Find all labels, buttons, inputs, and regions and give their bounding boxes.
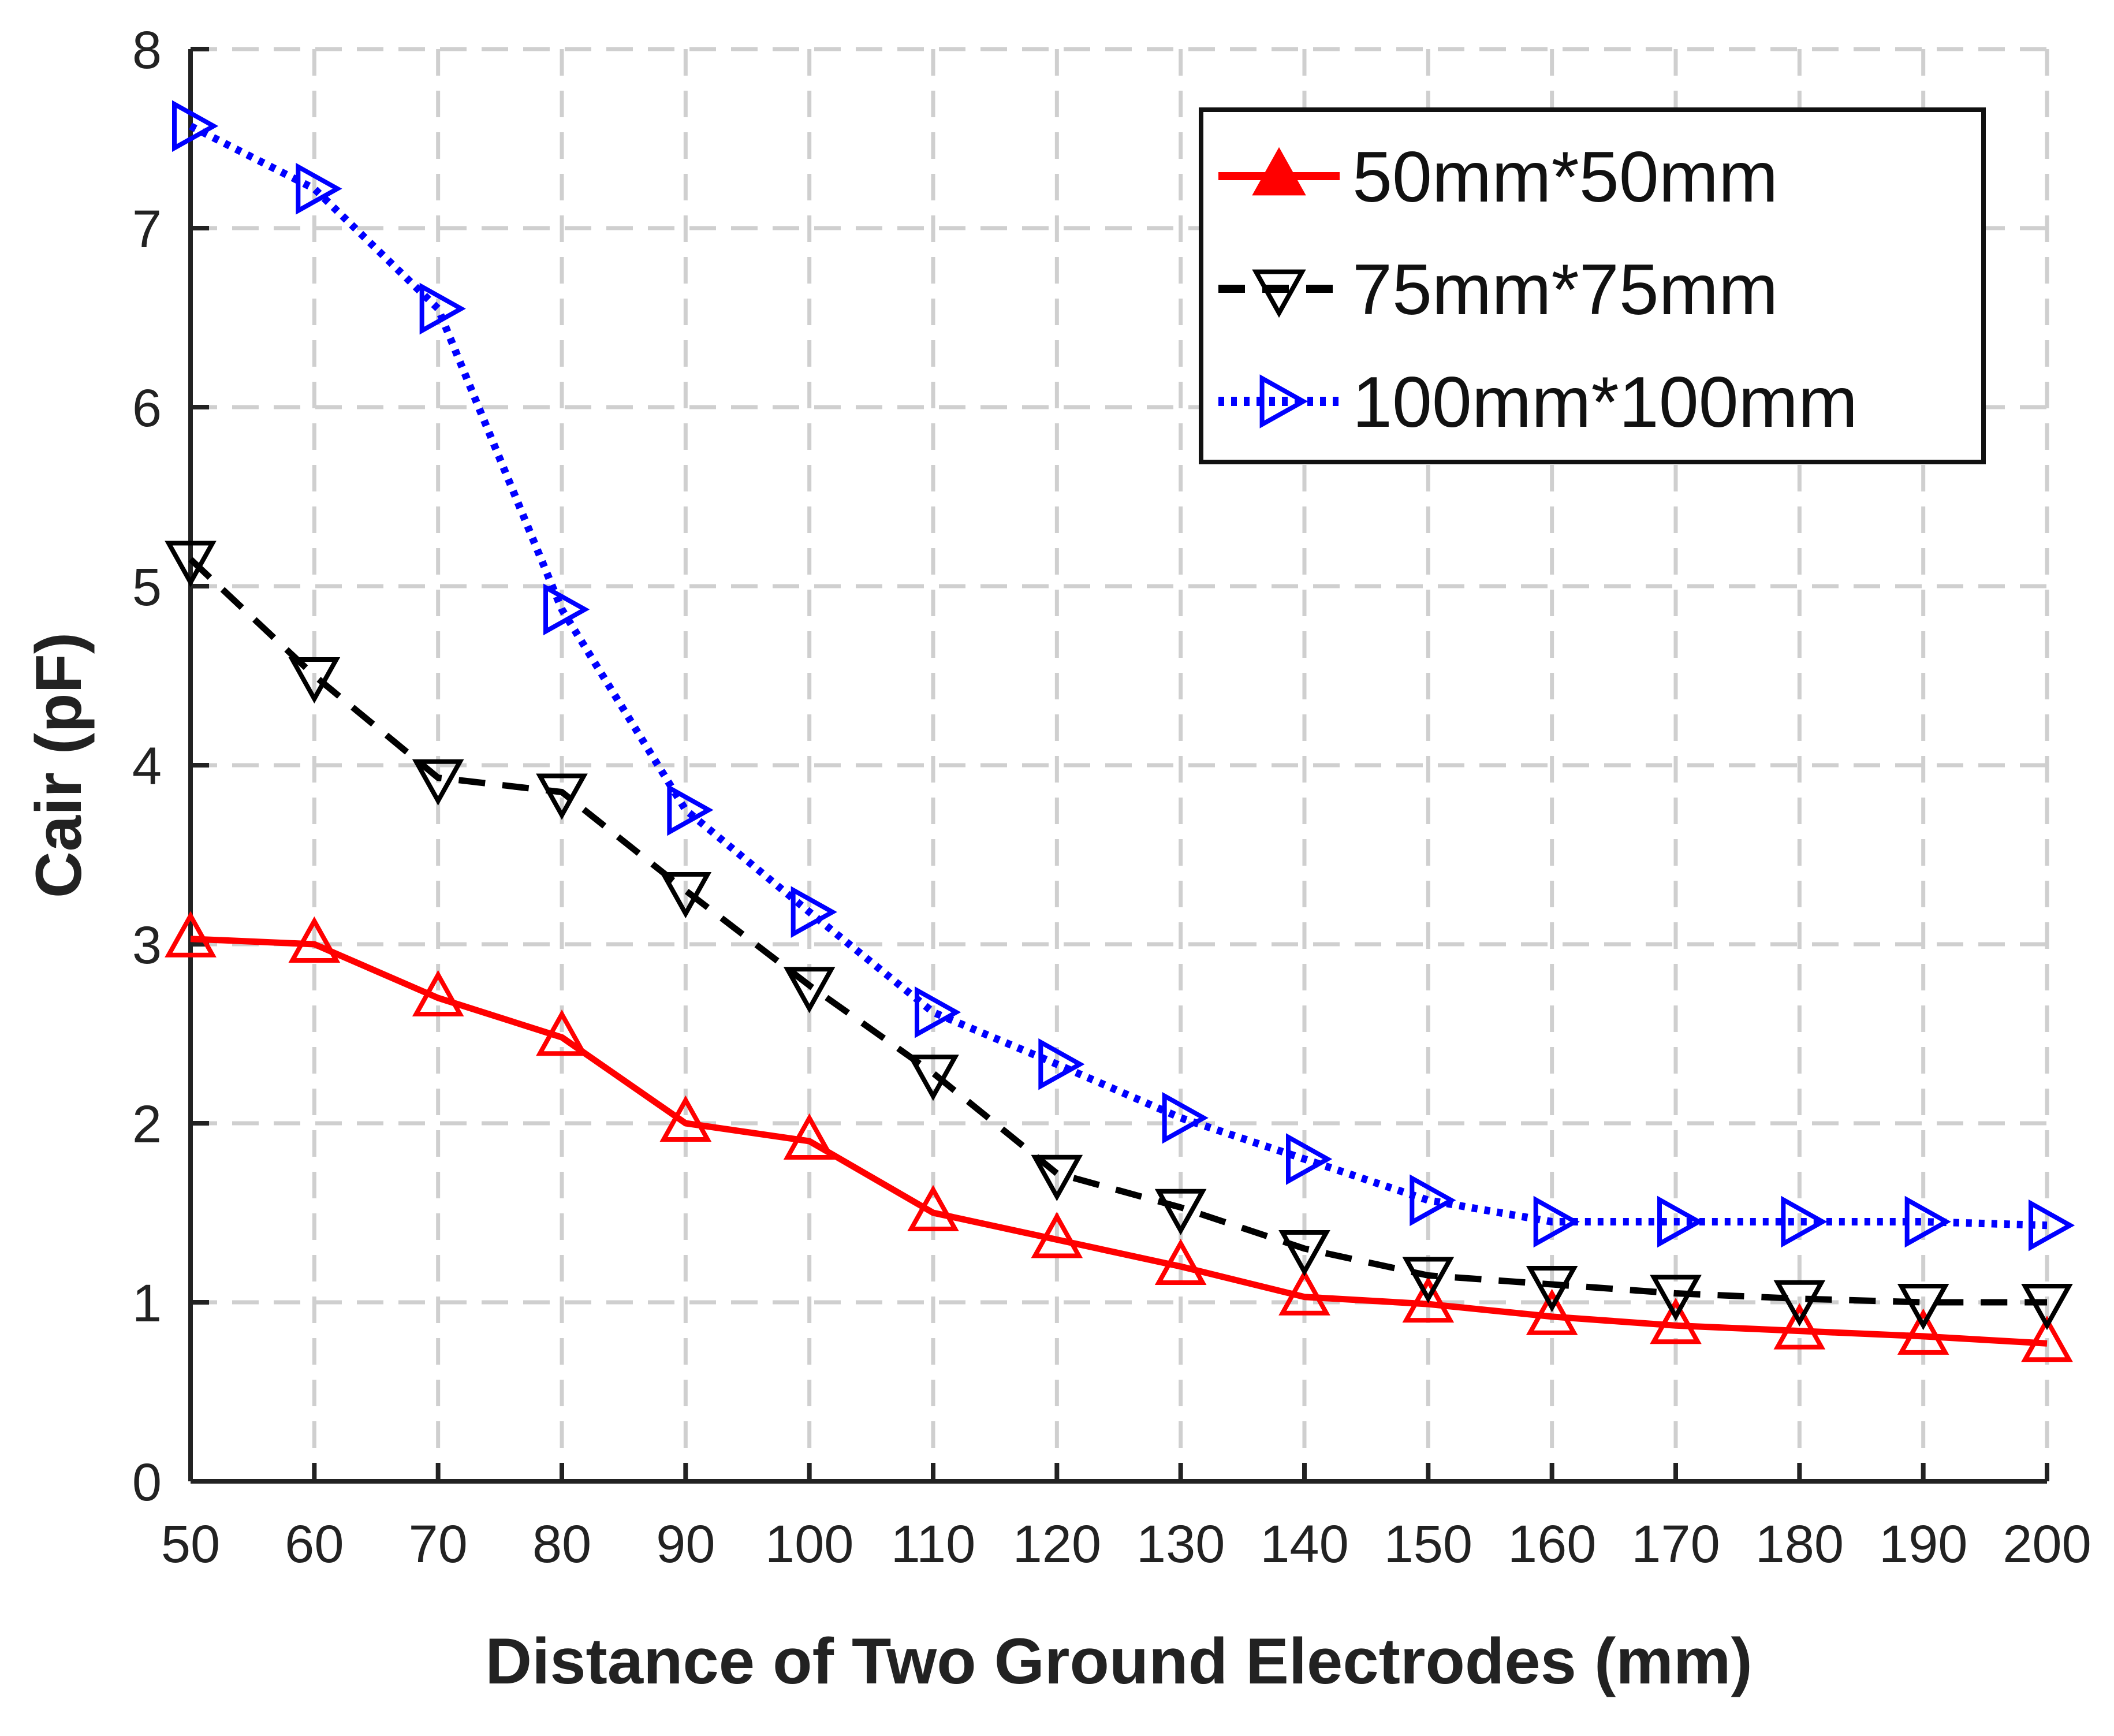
- data-point: [667, 784, 714, 836]
- data-point: [536, 773, 588, 820]
- data-point: [1904, 1195, 1951, 1248]
- y-tick-label: 6: [132, 379, 162, 438]
- series-line: [190, 936, 2048, 1347]
- data-point: [419, 282, 466, 335]
- data-point: [1162, 1091, 1209, 1144]
- data-point: [2021, 1284, 2073, 1331]
- data-point: [1154, 1189, 1207, 1235]
- legend-label: 75mm*75mm: [1352, 250, 1778, 330]
- data-point: [1402, 1276, 1455, 1323]
- legend-marker: [1259, 374, 1308, 429]
- x-tick-label: 120: [1013, 1515, 1102, 1574]
- data-point: [412, 759, 464, 806]
- legend-marker: [1252, 269, 1306, 318]
- data-point: [907, 1184, 959, 1231]
- x-tick-label: 50: [161, 1515, 220, 1574]
- y-tick-label: 8: [132, 21, 162, 80]
- data-point: [1773, 1280, 1826, 1327]
- data-point: [1650, 1275, 1702, 1321]
- legend-label: 100mm*100mm: [1352, 363, 1858, 442]
- data-point: [288, 657, 341, 704]
- data-point: [783, 967, 836, 1014]
- data-point: [1526, 1266, 1578, 1313]
- data-point: [296, 162, 342, 215]
- data-point: [791, 886, 837, 938]
- x-tick-label: 130: [1136, 1515, 1225, 1574]
- data-point: [1278, 1269, 1330, 1316]
- x-tick-label: 60: [285, 1515, 344, 1574]
- data-point: [1402, 1257, 1455, 1303]
- x-tick-label: 180: [1755, 1515, 1844, 1574]
- axes: 50 60 70 80 90 100 110 120 130 140 150 160 170 180 190…: [132, 21, 2091, 1574]
- y-tick-label: 0: [132, 1453, 162, 1512]
- x-tick-label: 90: [656, 1515, 715, 1574]
- y-tick-label: 7: [132, 200, 162, 259]
- data-point: [1773, 1303, 1826, 1350]
- data-point: [783, 1113, 836, 1160]
- data-point: [1657, 1195, 1704, 1248]
- series-2: [172, 100, 2075, 1251]
- data-point: [1650, 1298, 1702, 1344]
- series-group: [165, 100, 2075, 1362]
- legend-label: 50mm*50mm: [1352, 137, 1778, 217]
- x-tick-label: 200: [2003, 1515, 2091, 1574]
- data-point: [1781, 1195, 1828, 1248]
- data-point: [1031, 1212, 1083, 1258]
- series-line: [188, 557, 2047, 1306]
- data-point: [165, 911, 217, 958]
- x-tick-label: 150: [1384, 1515, 1473, 1574]
- x-tick-label: 160: [1508, 1515, 1597, 1574]
- data-point: [1286, 1133, 1333, 1185]
- x-tick-label: 140: [1260, 1515, 1349, 1574]
- x-tick-label: 110: [891, 1515, 976, 1574]
- y-tick-label: 2: [132, 1095, 162, 1154]
- data-point: [659, 1095, 712, 1142]
- x-tick-label: 170: [1631, 1515, 1720, 1574]
- data-point: [1897, 1308, 1949, 1355]
- y-tick-label: 3: [132, 916, 162, 975]
- data-point: [907, 1055, 959, 1101]
- data-point: [1038, 1038, 1085, 1090]
- legend: 50mm*50mm 75mm*75mm 100mm*100mm: [1199, 107, 1986, 464]
- data-point: [172, 100, 219, 152]
- data-point: [2029, 1199, 2075, 1251]
- legend-item: 75mm*75mm: [1218, 250, 1778, 330]
- data-point: [536, 1009, 588, 1056]
- data-point: [2021, 1316, 2073, 1362]
- data-point: [1533, 1195, 1580, 1248]
- data-point: [1410, 1174, 1456, 1227]
- data-point: [1526, 1288, 1578, 1335]
- data-point: [1154, 1238, 1207, 1285]
- data-point: [915, 986, 961, 1038]
- series-line: [189, 122, 2048, 1230]
- x-tick-label: 190: [1879, 1515, 1968, 1574]
- y-tick-label: 4: [132, 737, 162, 796]
- series-0: [165, 911, 2073, 1362]
- y-tick-label: 5: [132, 558, 162, 617]
- data-point: [412, 970, 464, 1016]
- data-point: [1897, 1284, 1949, 1331]
- data-point: [288, 916, 341, 963]
- x-tick-label: 80: [532, 1515, 591, 1574]
- series-1: [165, 541, 2073, 1331]
- data-point: [543, 583, 590, 636]
- legend-item: 100mm*100mm: [1218, 363, 1858, 442]
- data-point: [165, 541, 217, 587]
- y-axis-title: Cair (pF): [23, 632, 95, 898]
- y-tick-label: 1: [132, 1274, 162, 1333]
- x-tick-label: 100: [765, 1515, 854, 1574]
- data-point: [659, 872, 712, 919]
- data-point: [1031, 1154, 1083, 1201]
- x-axis-title: Distance of Two Ground Electrodes (mm): [485, 1625, 1753, 1697]
- x-tick-label: 70: [408, 1515, 467, 1574]
- data-point: [1278, 1230, 1330, 1277]
- legend-item: 50mm*50mm: [1218, 137, 1778, 217]
- legend-marker: [1252, 147, 1306, 196]
